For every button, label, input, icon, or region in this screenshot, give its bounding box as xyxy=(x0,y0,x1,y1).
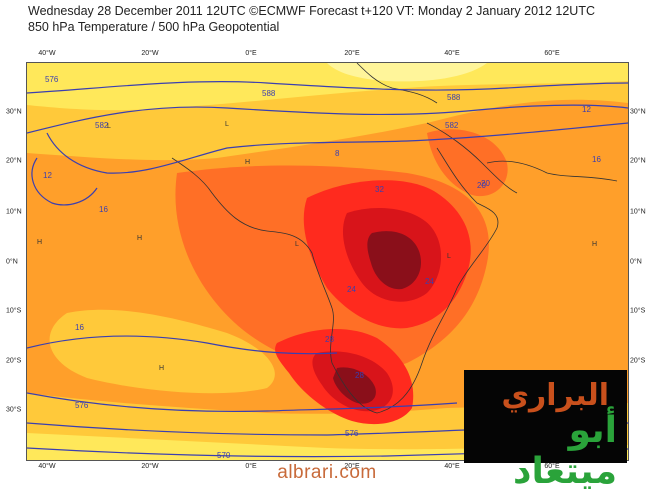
lat-label-left: 10°N xyxy=(6,208,22,216)
lon-label-bottom: 60°E xyxy=(544,463,560,470)
contour-label: 582 xyxy=(445,121,459,130)
contour-label: 32 xyxy=(375,185,384,194)
pressure-low-mark: L xyxy=(225,121,229,128)
temperature-zone-warm-arabia xyxy=(427,129,508,197)
geopotential-contour xyxy=(27,392,458,413)
pressure-high-mark: H xyxy=(137,235,143,242)
temperature-pocket-atlantic xyxy=(49,309,275,394)
coastline-arabia xyxy=(486,160,618,182)
lon-label-top: 60°E xyxy=(544,50,560,57)
contour-label: 12 xyxy=(582,105,591,114)
coastline-africa xyxy=(171,147,499,414)
lat-label-right: 10°N xyxy=(630,208,646,216)
lon-label-top: 20°E xyxy=(344,50,360,57)
lat-label-left: 0°N xyxy=(6,258,18,266)
lon-label-top: 20°W xyxy=(141,50,159,57)
lat-label-left: 20°S xyxy=(6,357,22,365)
pressure-low-mark: L xyxy=(107,123,111,130)
contour-label: 24 xyxy=(425,277,434,286)
geopotential-contour xyxy=(27,81,628,94)
lon-label-top: 0°E xyxy=(245,50,257,57)
lon-label-bottom: 40°W xyxy=(38,463,56,470)
lat-label-left: 10°S xyxy=(6,307,22,315)
geopotential-contour xyxy=(31,157,98,206)
site-watermark: albrari.com xyxy=(277,462,377,483)
lat-label-right: 10°S xyxy=(630,307,646,315)
contour-label: 20 xyxy=(481,179,490,188)
contour-label: 570 xyxy=(217,451,231,460)
chart-header: Wednesday 28 December 2011 12UTC ©ECMWF … xyxy=(28,3,595,35)
geopotential-contour xyxy=(27,335,338,355)
lon-label-top: 40°W xyxy=(38,50,56,57)
lon-label-bottom: 20°W xyxy=(141,463,159,470)
contour-label: 16 xyxy=(592,155,601,164)
contour-label: 24 xyxy=(347,285,356,294)
contour-label: 576 xyxy=(75,401,89,410)
header-line-1: Wednesday 28 December 2011 12UTC ©ECMWF … xyxy=(28,4,595,18)
contour-label: 582 xyxy=(95,121,109,130)
header-line-2: 850 hPa Temperature / 500 hPa Geopotenti… xyxy=(28,20,280,34)
lon-label-bottom: 20°E xyxy=(344,463,360,470)
lat-label-right: 20°N xyxy=(630,157,646,165)
contour-label: 576 xyxy=(345,429,359,438)
geopotential-contour xyxy=(27,104,628,134)
pressure-high-mark: H xyxy=(592,241,598,248)
pressure-low-mark: L xyxy=(447,253,451,260)
lat-label-left: 30°N xyxy=(6,108,22,116)
temperature-zone-extreme-south xyxy=(333,367,376,404)
temperature-zone-extreme-central xyxy=(367,231,422,290)
contour-label: 588 xyxy=(447,93,461,102)
contour-label: 28 xyxy=(325,335,334,344)
contour-label: 576 xyxy=(45,75,59,84)
coastline-mediterranean xyxy=(356,63,438,104)
pressure-high-mark: H xyxy=(245,159,251,166)
lon-label-top: 40°E xyxy=(444,50,460,57)
geopotential-contour xyxy=(46,122,628,174)
lat-label-right: 30°N xyxy=(630,108,646,116)
contour-label: 20 xyxy=(477,181,486,190)
albrari-logo: البراري أبو ميتعاد xyxy=(464,370,627,492)
lon-label-bottom: 40°E xyxy=(444,463,460,470)
pressure-high-mark: H xyxy=(37,239,43,246)
coastline-red-sea xyxy=(426,122,518,194)
pressure-high-mark: H xyxy=(159,365,165,372)
logo-text-line-1: البراري xyxy=(501,378,609,413)
contour-label: 8 xyxy=(335,149,340,158)
lat-label-left: 30°S xyxy=(6,406,22,414)
lon-label-bottom: 0°E xyxy=(245,463,257,470)
pressure-low-mark: L xyxy=(295,241,299,248)
lat-label-left: 20°N xyxy=(6,157,22,165)
contour-label: 16 xyxy=(75,323,84,332)
lat-label-right: 0°N xyxy=(630,258,642,266)
contour-label: 16 xyxy=(99,205,108,214)
contour-label: 588 xyxy=(262,89,276,98)
temperature-band-coldest xyxy=(327,63,487,82)
lat-label-right: 20°S xyxy=(630,357,646,365)
contour-label: 28 xyxy=(355,371,364,380)
contour-label: 12 xyxy=(43,171,52,180)
